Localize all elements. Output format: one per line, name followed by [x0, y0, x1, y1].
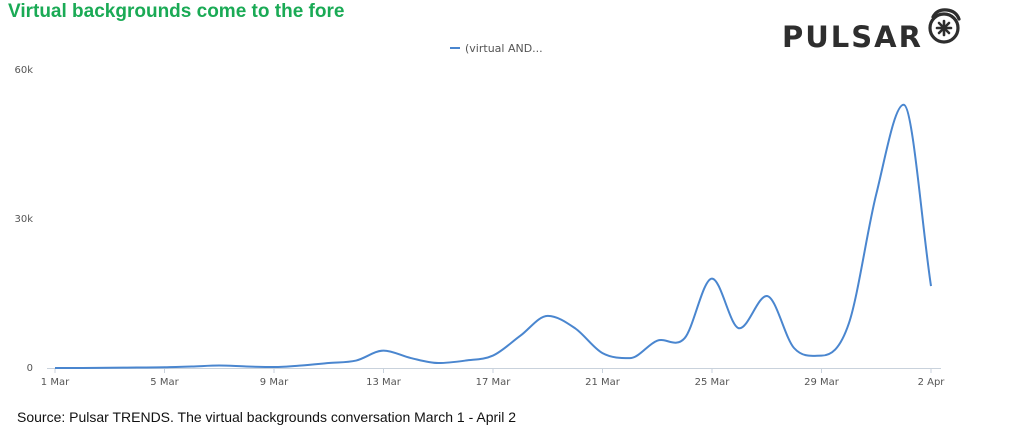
chart-legend[interactable]: (virtual AND... — [450, 42, 543, 55]
x-tick-label: 5 Mar — [150, 377, 179, 388]
x-tick-label: 29 Mar — [804, 377, 840, 388]
brand-logo: PULSAR — [782, 6, 965, 52]
x-tick-label: 17 Mar — [476, 377, 512, 388]
y-tick-label: 30k — [14, 214, 33, 225]
page-title: Virtual backgrounds come to the fore — [8, 1, 345, 22]
series-line[interactable] — [55, 103, 932, 369]
brand-name: PULSAR — [782, 20, 923, 54]
pulsar-spiral-icon — [928, 8, 961, 44]
x-tick-label: 25 Mar — [695, 377, 731, 388]
x-tick-label: 21 Mar — [585, 377, 621, 388]
x-tick-label: 2 Apr — [918, 377, 946, 388]
x-tick-label: 9 Mar — [260, 377, 289, 388]
x-tick-label: 13 Mar — [366, 377, 402, 388]
y-tick-label: 0 — [27, 363, 33, 374]
x-tick-label: 1 Mar — [41, 377, 70, 388]
series-layer — [55, 103, 932, 369]
legend-label: (virtual AND... — [465, 42, 543, 55]
y-tick-label: 60k — [14, 65, 33, 76]
y-axis: 0 30k 60k — [14, 65, 33, 374]
x-axis: 1 Mar 5 Mar 9 Mar 13 Mar 17 Mar 21 Mar 25 Mar 2… — [41, 368, 946, 388]
source-note: Source: Pulsar TRENDS. The virtual backg… — [17, 409, 517, 425]
